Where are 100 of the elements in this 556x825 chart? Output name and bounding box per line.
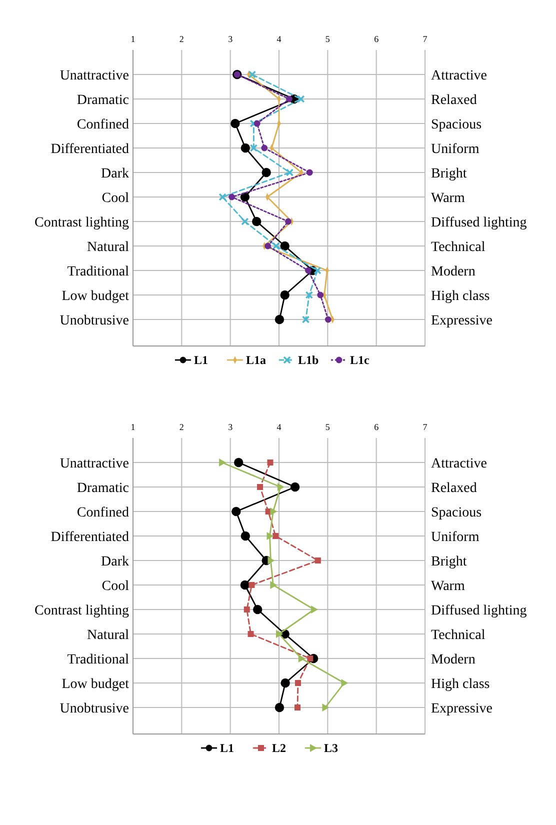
point <box>244 606 250 612</box>
y-tick-label: Confined <box>76 506 129 520</box>
x-tick-label: 4 <box>276 422 282 432</box>
legend-label: L1 <box>194 353 208 367</box>
y2-tick-label: High class <box>431 677 490 692</box>
y-tick-label: Low budget <box>62 289 130 304</box>
y-tick-label: Dramatic <box>76 93 129 108</box>
point <box>257 484 264 490</box>
y2-tick-label: Uniform <box>431 142 480 157</box>
y2-tick-label: Relaxed <box>431 93 477 108</box>
point <box>274 314 284 324</box>
point <box>307 656 314 662</box>
x-tick-label: 7 <box>422 34 428 44</box>
x-tick-label: 3 <box>228 34 234 44</box>
y2-tick-label: Expressive <box>431 702 492 716</box>
point <box>266 532 274 540</box>
point <box>240 531 250 541</box>
y-tick-label: Confined <box>76 118 129 132</box>
x-tick-label: 4 <box>276 34 282 44</box>
y-tick-label: Low budget <box>62 677 130 692</box>
y2-tick-label: Attractive <box>431 456 487 472</box>
x-tick-label: 2 <box>179 34 184 44</box>
point <box>280 678 290 688</box>
point <box>290 482 300 492</box>
y2-tick-label: Bright <box>431 554 467 570</box>
point <box>267 460 274 466</box>
y-tick-label: Dark <box>101 554 129 570</box>
y-tick-label: Contrast lighting <box>34 604 129 618</box>
y-tick-label: Traditional <box>67 264 130 280</box>
point <box>270 508 278 516</box>
point <box>324 316 332 323</box>
point <box>272 533 279 539</box>
point <box>252 216 262 226</box>
legend-label: L1 <box>220 741 234 755</box>
point <box>232 506 241 516</box>
y-tick-label: Unobtrusive <box>60 314 129 328</box>
y2-tick-label: Diffused lighting <box>431 604 527 618</box>
legend-label: L3 <box>324 741 338 755</box>
point <box>280 241 290 251</box>
point <box>294 680 301 686</box>
x-tick-label: 6 <box>374 34 380 44</box>
x-tick-label: 1 <box>130 422 136 432</box>
point <box>294 704 300 710</box>
y-tick-label: Natural <box>87 628 130 643</box>
point <box>240 192 250 202</box>
point <box>262 168 271 178</box>
y2-tick-label: Relaxed <box>431 481 477 496</box>
y-tick-label: Traditional <box>67 652 130 668</box>
y-tick-label: Dark <box>101 166 129 182</box>
y2-tick-label: Expressive <box>431 314 492 328</box>
point <box>314 266 322 274</box>
point <box>268 556 275 564</box>
point <box>314 558 321 564</box>
y-tick-label: Unattractive <box>60 68 129 84</box>
point <box>241 218 249 226</box>
legend-label: L1a <box>246 353 266 367</box>
y-tick-label: Cool <box>102 191 130 206</box>
y2-tick-label: Modern <box>431 652 476 668</box>
x-tick-label: 2 <box>179 422 184 432</box>
y2-tick-label: High class <box>431 289 490 304</box>
x-tick-label: 3 <box>228 422 234 432</box>
x-tick-label: 5 <box>325 34 330 44</box>
point <box>234 458 244 468</box>
point <box>285 218 292 225</box>
point <box>252 604 262 614</box>
point <box>317 292 324 298</box>
y2-tick-label: Uniform <box>431 530 480 545</box>
point <box>254 120 260 127</box>
y2-tick-label: Modern <box>431 264 476 280</box>
point <box>261 144 268 152</box>
y-tick-label: Natural <box>87 240 130 255</box>
point <box>286 96 292 102</box>
point <box>264 242 272 250</box>
legend-label: L1c <box>350 353 370 367</box>
point <box>277 483 284 491</box>
point <box>302 316 310 324</box>
point <box>280 290 290 300</box>
point <box>305 267 312 274</box>
point <box>311 606 318 614</box>
y2-tick-label: Warm <box>431 191 465 206</box>
x-tick-label: 5 <box>325 422 330 432</box>
y-tick-label: Unattractive <box>60 456 129 472</box>
point <box>248 631 254 637</box>
y2-tick-label: Spacious <box>431 506 482 520</box>
y-tick-label: Contrast lighting <box>34 216 129 230</box>
point <box>341 679 348 687</box>
y2-tick-label: Attractive <box>431 68 487 84</box>
point <box>270 581 278 589</box>
y-tick-label: Dramatic <box>76 481 129 496</box>
point <box>306 169 313 176</box>
point <box>322 704 330 712</box>
point <box>297 95 305 103</box>
x-tick-label: 7 <box>422 422 428 432</box>
point <box>219 458 226 466</box>
legend-label: L1b <box>298 353 320 367</box>
y2-tick-label: Bright <box>431 166 467 182</box>
point <box>276 630 283 638</box>
y-tick-label: Cool <box>102 579 130 594</box>
point <box>248 70 256 78</box>
point <box>250 144 258 152</box>
